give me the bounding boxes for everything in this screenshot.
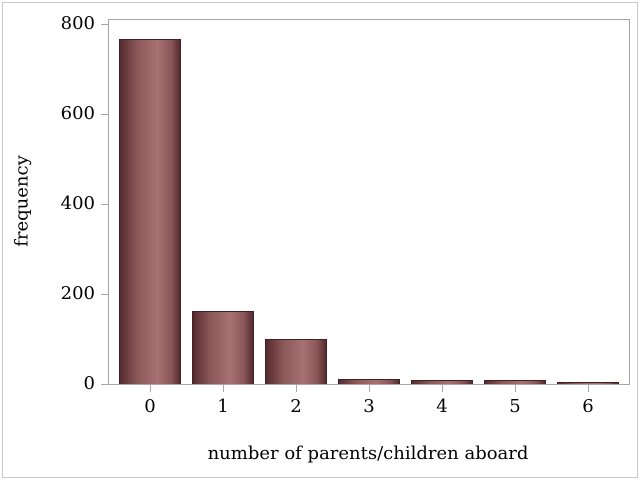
y-tick-label: 200: [60, 283, 95, 304]
x-axis-title: number of parents/children aboard: [207, 443, 529, 464]
y-tick-label: 400: [60, 193, 95, 214]
bar-6: [557, 382, 619, 384]
x-tick-label: 0: [144, 396, 156, 417]
x-tick-mark: [514, 385, 516, 392]
x-tick-mark: [587, 385, 589, 392]
x-tick-label: 5: [509, 396, 521, 417]
x-tick-mark: [368, 385, 370, 392]
y-axis-title: frequency: [11, 155, 33, 247]
bar-2: [265, 338, 327, 384]
bar-4: [411, 380, 473, 384]
bar-5: [484, 380, 546, 384]
x-tick-label: 3: [363, 396, 375, 417]
y-tick-mark: [101, 383, 108, 385]
y-tick-label: 800: [60, 13, 95, 34]
x-tick-mark: [149, 385, 151, 392]
y-tick-label: 0: [83, 373, 95, 394]
y-tick-mark: [101, 293, 108, 295]
x-tick-mark: [295, 385, 297, 392]
x-tick-mark: [222, 385, 224, 392]
x-tick-label: 6: [582, 396, 594, 417]
plot-area: 0 200 400 600 800 0 1 2 3 4 5 6: [61, 13, 630, 417]
x-tick-label: 2: [290, 396, 302, 417]
x-tick-mark: [441, 385, 443, 392]
y-tick-mark: [101, 23, 108, 25]
y-tick-mark: [101, 113, 108, 115]
y-tick-label: 600: [60, 103, 95, 124]
y-tick-mark: [101, 203, 108, 205]
x-tick-label: 1: [217, 396, 229, 417]
bar-0: [119, 38, 181, 384]
bar-3: [338, 379, 400, 384]
x-tick-label: 4: [436, 396, 448, 417]
bar-1: [192, 311, 254, 384]
